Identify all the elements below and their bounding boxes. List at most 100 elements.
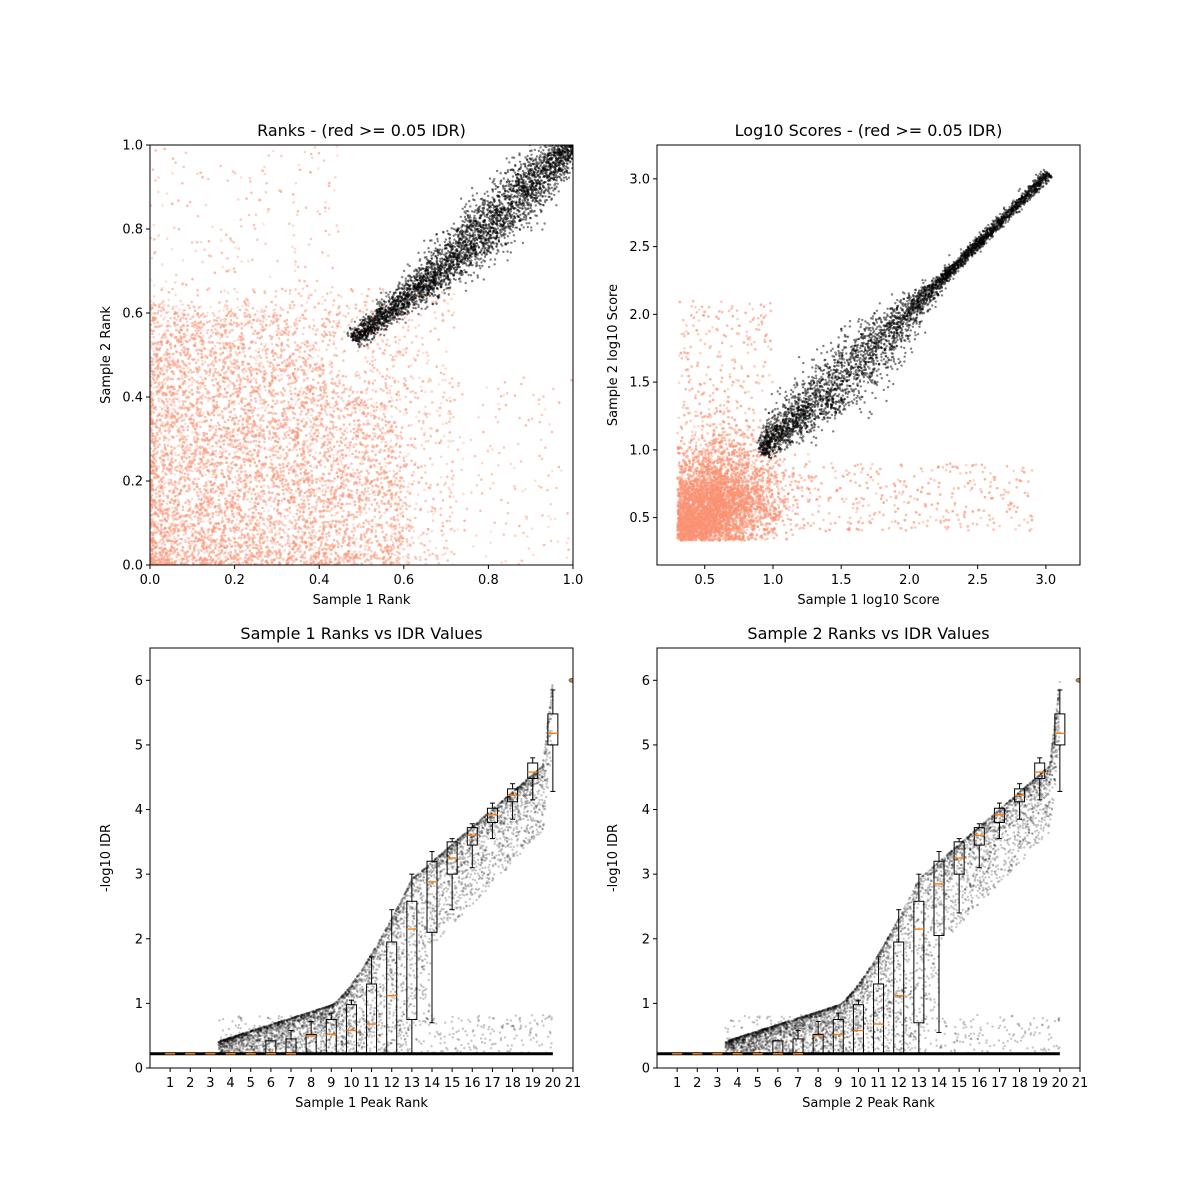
scatter-point: [369, 549, 373, 553]
scatter-point: [229, 431, 232, 434]
scatter-point: [377, 540, 380, 543]
scatter-point: [288, 303, 292, 307]
scatter-point: [486, 449, 490, 453]
scatter-point: [155, 544, 159, 547]
scatter-point: [219, 347, 222, 351]
scatter-point: [513, 394, 517, 397]
scatter-point: [380, 441, 384, 444]
scatter-point: [429, 434, 433, 438]
scatter-point: [538, 420, 542, 424]
scatter-point: [325, 413, 329, 416]
scatter-point: [212, 425, 215, 429]
scatter-point: [221, 439, 225, 443]
scatter-point: [161, 489, 165, 492]
scatter-point: [332, 340, 336, 343]
scatter-point: [171, 408, 175, 411]
scatter-point: [207, 504, 211, 507]
scatter-point: [200, 314, 203, 317]
scatter-point: [179, 431, 183, 435]
scatter-point: [406, 387, 410, 391]
scatter-point: [293, 250, 297, 254]
scatter-point: [343, 443, 347, 447]
scatter-point: [462, 492, 465, 496]
scatter-point: [311, 396, 315, 400]
scatter-point: [297, 418, 300, 422]
scatter-point: [211, 445, 214, 448]
scatter-point: [352, 445, 356, 449]
scatter-point: [171, 516, 175, 520]
scatter-point: [371, 364, 375, 367]
scatter-point: [154, 367, 157, 370]
scatter-point: [430, 427, 433, 430]
scatter-point: [243, 460, 246, 464]
scatter-point: [154, 487, 158, 491]
scatter-point: [293, 247, 297, 251]
scatter-point: [196, 553, 200, 557]
scatter-point: [414, 391, 417, 395]
scatter-point: [305, 308, 308, 312]
scatter-point: [351, 537, 355, 540]
scatter-point: [441, 422, 445, 426]
scatter-point: [279, 515, 283, 518]
scatter-point: [196, 215, 200, 218]
scatter-point: [291, 493, 295, 496]
scatter-point: [176, 504, 180, 507]
scatter-point: [260, 559, 264, 563]
scatter-point: [288, 222, 291, 225]
scatter-point: [256, 491, 260, 495]
scatter-point: [300, 419, 304, 423]
scatter-point: [214, 455, 218, 458]
scatter-point: [364, 490, 368, 493]
scatter-point: [366, 421, 369, 425]
scatter-point: [280, 400, 283, 404]
scatter-point: [274, 537, 277, 540]
scatter-point: [358, 408, 362, 412]
scatter-point: [385, 368, 389, 371]
scatter-point: [354, 472, 357, 475]
scatter-point: [156, 492, 160, 495]
scatter-point: [206, 288, 209, 292]
scatter-point: [315, 362, 319, 365]
scatter-point: [305, 412, 308, 416]
scatter-point: [310, 407, 313, 411]
scatter-point: [387, 524, 390, 527]
scatter-point: [384, 432, 387, 435]
scatter-point: [335, 322, 339, 326]
scatter-point: [156, 433, 159, 437]
scatter-point: [249, 440, 253, 444]
scatter-point: [152, 456, 156, 460]
scatter-point: [195, 511, 198, 515]
scatter-point: [393, 420, 397, 424]
scatter-point: [156, 439, 159, 443]
scatter-point: [334, 557, 338, 560]
scatter-point: [358, 309, 362, 313]
scatter-point: [171, 378, 175, 381]
scatter-point: [451, 483, 455, 486]
scatter-point: [429, 330, 432, 333]
scatter-point: [180, 475, 184, 479]
scatter-point: [152, 394, 155, 397]
scatter-point: [254, 349, 258, 353]
scatter-point: [189, 544, 192, 548]
scatter-point: [359, 533, 363, 537]
scatter-point: [300, 304, 304, 307]
scatter-point: [407, 365, 411, 368]
scatter-point: [203, 500, 206, 503]
scatter-point: [291, 448, 295, 452]
ranks-scatter-panel: Ranks - (red >= 0.05 IDR)Sample 1 RankSa…: [99, 121, 583, 608]
scatter-point: [368, 507, 371, 511]
scatter-point: [219, 446, 223, 449]
scatter-point: [379, 429, 382, 433]
scatter-point: [248, 460, 251, 463]
scatter-point: [163, 315, 167, 319]
scatter-point: [166, 400, 169, 403]
scatter-point: [223, 551, 226, 554]
scatter-point: [441, 524, 445, 528]
scatter-point: [530, 417, 534, 421]
scatter-point: [222, 344, 226, 348]
scatter-point: [180, 471, 184, 475]
scatter-point: [392, 469, 396, 473]
scatter-point: [433, 327, 437, 330]
scatter-point: [328, 510, 332, 513]
scatter-point: [263, 447, 266, 451]
